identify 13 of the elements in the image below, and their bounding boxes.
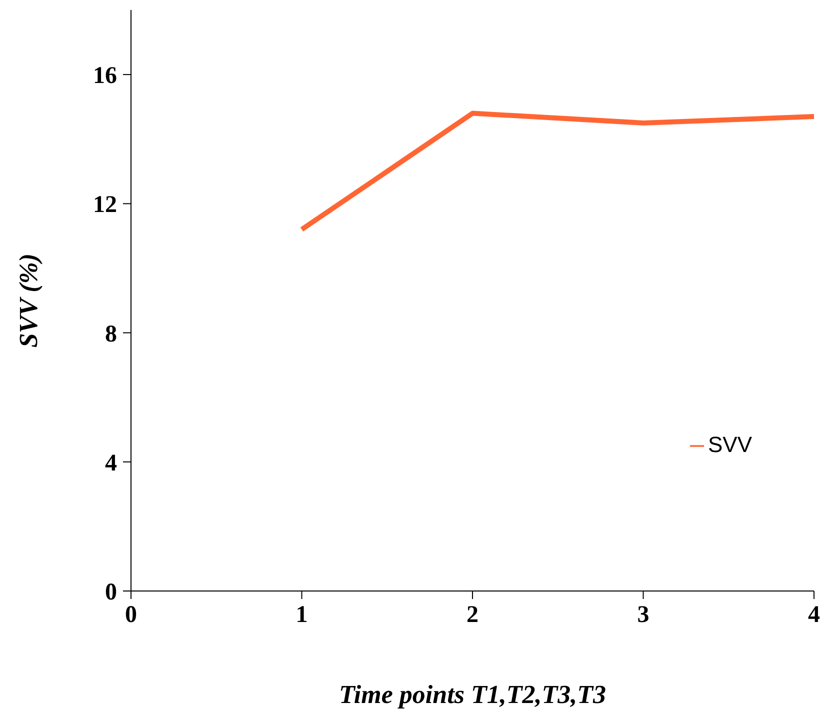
y-tick-label: 8: [105, 321, 117, 348]
x-tick-label: 4: [808, 602, 820, 628]
y-axis-title: SVV (%): [14, 253, 44, 348]
y-tick-label: 0: [105, 580, 117, 606]
y-tick-label: 16: [93, 63, 117, 90]
x-tick-label: 2: [466, 602, 478, 628]
y-tick-label: 12: [93, 192, 117, 218]
x-axis-title: Time points T1,T2,T3,T3: [339, 680, 606, 709]
x-tick-label: 1: [296, 602, 308, 628]
legend-label: SVV: [708, 432, 752, 457]
x-tick-label: 0: [125, 602, 137, 628]
x-tick-label: 3: [637, 602, 650, 628]
y-tick-label: 4: [105, 450, 117, 476]
